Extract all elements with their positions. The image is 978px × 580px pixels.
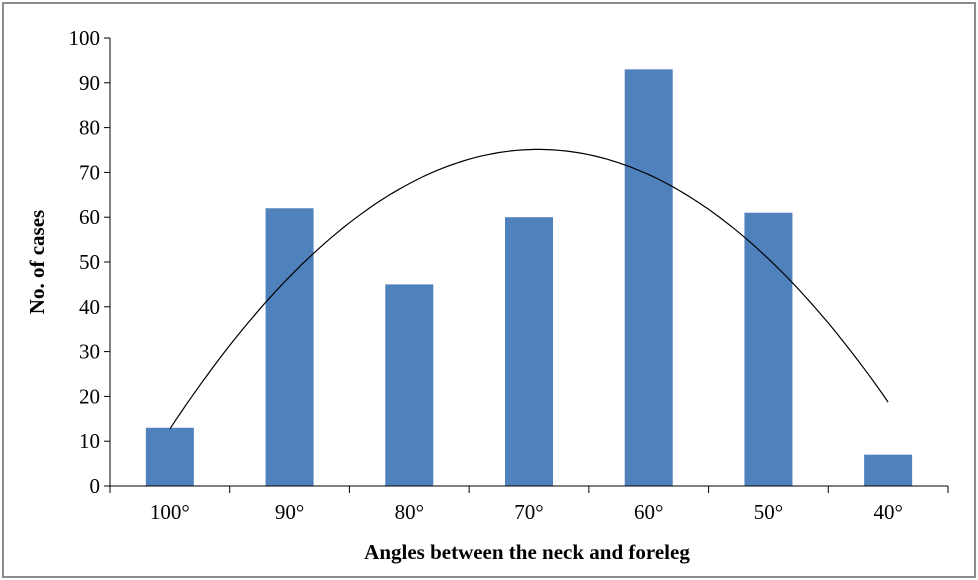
- x-axis-ticks: 100° 90° 80° 70° 60° 50° 40°: [109, 486, 949, 524]
- x-tick-label: 90°: [275, 500, 304, 524]
- bar: [744, 212, 793, 486]
- y-axis-title: No. of cases: [25, 210, 49, 314]
- x-tick-label: 70°: [514, 500, 543, 524]
- y-tick-label: 60: [79, 205, 100, 229]
- y-tick-label: 0: [90, 474, 101, 498]
- bar: [385, 284, 434, 486]
- y-tick-label: 50: [79, 250, 100, 274]
- x-tick-label: 60°: [634, 500, 663, 524]
- bar: [864, 454, 913, 486]
- y-tick-label: 30: [79, 340, 100, 364]
- y-tick-label: 90: [79, 71, 100, 95]
- x-tick-label: 40°: [873, 500, 902, 524]
- bars: [145, 69, 913, 487]
- bar: [265, 208, 314, 487]
- y-tick-label: 100: [69, 26, 101, 50]
- trendline: [169, 148, 889, 430]
- y-axis-ticks: 0 10 20 30 40 50 60 70 80 90 100: [69, 26, 110, 498]
- x-tick-label: 50°: [754, 500, 783, 524]
- x-axis-title: Angles between the neck and foreleg: [364, 540, 690, 564]
- y-tick-label: 20: [79, 384, 100, 408]
- bar: [505, 217, 553, 486]
- y-tick-label: 80: [79, 116, 100, 140]
- x-tick-label: 80°: [395, 500, 424, 524]
- bar: [624, 69, 673, 487]
- x-tick-label: 100°: [150, 500, 190, 524]
- bar-chart: 0 10 20 30 40 50 60 70 80 90 100 100° 90° 80° 70° 60° 5…: [25, 26, 949, 564]
- bar: [145, 427, 194, 486]
- y-tick-label: 10: [79, 429, 100, 453]
- y-tick-label: 40: [79, 295, 100, 319]
- y-tick-label: 70: [79, 160, 100, 184]
